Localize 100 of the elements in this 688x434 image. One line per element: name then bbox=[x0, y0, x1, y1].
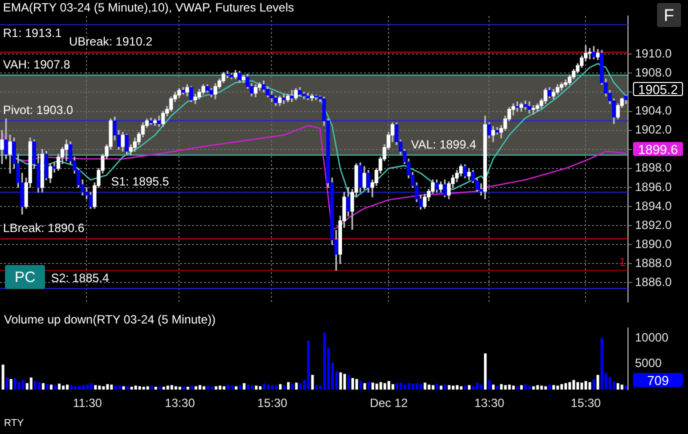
chart-title: EMA(RTY 03-24 (5 Minute),10), VWAP, Futures Levels bbox=[3, 0, 294, 14]
bar bbox=[50, 384, 53, 390]
y-tick-label: 1904.0 bbox=[635, 104, 672, 118]
bar bbox=[291, 384, 294, 390]
bar bbox=[428, 384, 430, 390]
y-tick-label: 5000 bbox=[635, 356, 662, 370]
bar bbox=[323, 332, 326, 390]
bar bbox=[226, 384, 230, 390]
bar bbox=[412, 384, 414, 390]
bar bbox=[311, 374, 314, 390]
bar bbox=[126, 386, 129, 390]
bar bbox=[568, 382, 572, 390]
bar bbox=[274, 386, 278, 390]
bar bbox=[78, 386, 81, 390]
bar bbox=[448, 385, 450, 390]
bar bbox=[222, 386, 226, 390]
y-tick-label: 1892.0 bbox=[635, 218, 672, 232]
bar bbox=[158, 386, 162, 390]
bar bbox=[456, 385, 459, 390]
bar bbox=[355, 379, 358, 390]
bar bbox=[118, 385, 121, 390]
text: F bbox=[657, 3, 681, 27]
bar bbox=[528, 386, 531, 390]
y-tick-label: 10000 bbox=[635, 330, 669, 345]
bar bbox=[392, 384, 394, 390]
bar bbox=[436, 384, 438, 390]
bar bbox=[492, 384, 495, 390]
bar bbox=[270, 385, 274, 390]
bar bbox=[198, 385, 202, 390]
bar bbox=[214, 386, 218, 390]
bar bbox=[234, 386, 238, 390]
bar bbox=[106, 384, 109, 390]
bar bbox=[2, 364, 4, 390]
bar bbox=[408, 383, 410, 390]
y-tick-label: 1896.0 bbox=[635, 180, 672, 194]
x-tick-label: 15:30 bbox=[570, 396, 602, 410]
text: 709 bbox=[633, 372, 683, 388]
bar bbox=[262, 384, 266, 390]
bar bbox=[70, 385, 73, 390]
bar bbox=[58, 384, 61, 390]
bar bbox=[82, 385, 85, 390]
bar bbox=[18, 382, 20, 390]
bar bbox=[379, 382, 382, 390]
bar bbox=[572, 380, 576, 390]
bar bbox=[367, 382, 370, 390]
bar bbox=[339, 372, 342, 390]
bar bbox=[94, 385, 97, 390]
bar bbox=[154, 386, 158, 390]
bar bbox=[242, 383, 246, 390]
x-tick-label: 13:30 bbox=[474, 396, 505, 410]
bar bbox=[564, 383, 568, 390]
bar bbox=[371, 382, 374, 390]
y-tick-label: 1902.0 bbox=[635, 122, 672, 137]
bar bbox=[424, 382, 426, 390]
bar bbox=[170, 385, 174, 390]
bar bbox=[210, 386, 214, 390]
bar bbox=[178, 386, 182, 390]
bar bbox=[464, 386, 467, 390]
annotation: PC bbox=[5, 265, 45, 289]
bar bbox=[54, 385, 57, 390]
bar bbox=[536, 385, 539, 390]
bar bbox=[584, 381, 588, 390]
bar bbox=[359, 381, 362, 390]
bar bbox=[279, 384, 282, 390]
bar bbox=[90, 383, 93, 390]
bar bbox=[375, 384, 378, 390]
ref-line-label: LBreak: 1890.6 bbox=[3, 221, 85, 236]
bar bbox=[524, 384, 527, 390]
y-tick-label: 1898.0 bbox=[635, 160, 672, 175]
x-tick-label: 11:30 bbox=[72, 396, 102, 410]
bar bbox=[596, 374, 600, 390]
bar bbox=[532, 386, 535, 390]
bar bbox=[404, 384, 406, 390]
bar bbox=[46, 384, 49, 390]
bar bbox=[295, 382, 298, 390]
text: 1899.6 bbox=[633, 142, 683, 156]
bar bbox=[10, 379, 12, 390]
bar bbox=[130, 386, 133, 390]
bar bbox=[556, 386, 559, 390]
bar bbox=[540, 386, 543, 390]
bar bbox=[283, 385, 286, 390]
bar bbox=[190, 386, 194, 390]
bar bbox=[138, 386, 141, 390]
bar bbox=[174, 386, 178, 390]
bar bbox=[496, 386, 499, 390]
bar bbox=[202, 386, 206, 390]
bar bbox=[254, 386, 258, 390]
bar bbox=[102, 386, 105, 390]
bar bbox=[86, 384, 89, 390]
bar bbox=[600, 338, 604, 390]
bar bbox=[416, 383, 418, 390]
y-tick-label: 1910.0 bbox=[635, 46, 672, 60]
bar bbox=[616, 383, 620, 390]
bar bbox=[620, 384, 624, 390]
bar bbox=[250, 385, 254, 390]
bar bbox=[38, 382, 41, 390]
x-tick-label: 13:30 bbox=[164, 396, 196, 410]
bar bbox=[62, 386, 65, 390]
bar bbox=[230, 386, 234, 390]
bar bbox=[134, 386, 137, 390]
